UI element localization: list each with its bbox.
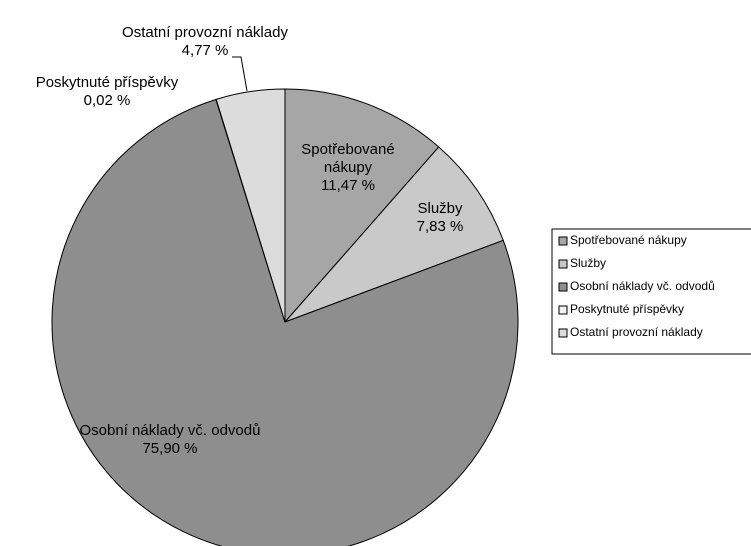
label-value: 7,83 % xyxy=(416,218,464,235)
legend-label: Poskytnuté příspěvky xyxy=(570,302,684,316)
data-label: Ostatní provozní náklady 4,77 % xyxy=(90,24,320,60)
pie-slice xyxy=(284,146,504,323)
label-name: Ostatní provozní náklady xyxy=(122,24,288,41)
legend-swatch xyxy=(558,328,568,338)
label-name: Služby xyxy=(417,200,463,217)
legend-swatch xyxy=(558,282,568,292)
legend-box xyxy=(551,228,751,355)
leader-line xyxy=(232,56,248,92)
data-label: Služby 7,83 % xyxy=(400,200,480,236)
label-value: 75,90 % xyxy=(142,440,198,457)
pie-slice xyxy=(284,88,440,324)
data-label: Osobní náklady vč. odvodů 75,90 % xyxy=(70,422,270,458)
legend-swatch xyxy=(558,259,568,269)
legend-label: Osobní náklady vč. odvodů xyxy=(570,279,715,293)
data-label: Spotřebované nákupy 11,47 % xyxy=(288,141,408,195)
legend-label: Ostatní provozní náklady xyxy=(570,325,703,339)
data-label: Poskytnuté příspěvky 0,02 % xyxy=(0,74,222,110)
pie-slice xyxy=(215,88,286,323)
label-name: Spotřebované nákupy xyxy=(301,141,395,176)
label-value: 4,77 % xyxy=(181,42,229,59)
label-name: Osobní náklady vč. odvodů xyxy=(79,422,261,439)
label-value: 11,47 % xyxy=(321,177,375,194)
legend-label: Spotřebované nákupy xyxy=(570,233,687,247)
pie-slice xyxy=(51,98,519,546)
legend-swatch xyxy=(558,305,568,315)
legend-swatch xyxy=(558,236,568,246)
label-value: 0,02 % xyxy=(83,92,131,109)
label-name: Poskytnuté příspěvky xyxy=(35,74,179,91)
legend-label: Služby xyxy=(570,256,606,270)
